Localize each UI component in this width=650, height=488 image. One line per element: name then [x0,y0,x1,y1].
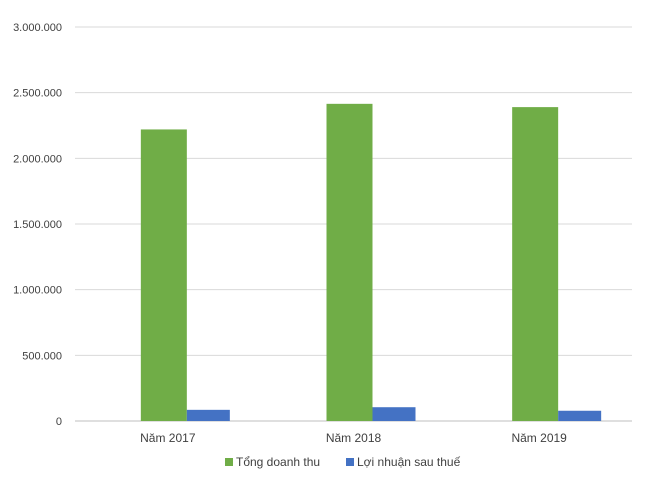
y-axis-ticks: 3.000.000 2.500.000 2.000.000 1.500.000 1.00… [13,22,62,428]
y-tick-label: 0 [56,416,62,428]
x-axis-labels: Năm 2017 Năm 2018 Năm 2019 [140,431,567,445]
y-tick-label: 3.000.000 [13,22,62,34]
legend-label: Lợi nhuận sau thuế [357,455,461,469]
legend-label: Tổng doanh thu [236,455,320,469]
y-tick-label: 1.500.000 [13,219,62,231]
bar-total-revenue [140,129,187,421]
bar-total-revenue [326,103,373,421]
legend-swatch [225,458,233,466]
bar-net-profit [186,409,230,421]
x-tick-label: Năm 2017 [140,431,196,445]
legend-swatch [346,458,354,466]
bars [140,103,602,421]
y-tick-label: 2.000.000 [13,153,62,165]
y-tick-label: 500.000 [22,350,62,362]
x-tick-label: Năm 2019 [511,431,567,445]
bar-total-revenue [512,107,559,421]
x-tick-label: Năm 2018 [326,431,382,445]
legend: Tổng doanh thu Lợi nhuận sau thuế [225,455,461,469]
y-tick-label: 1.000.000 [13,285,62,297]
bar-net-profit [372,407,416,421]
bar-net-profit [558,410,602,421]
y-tick-label: 2.500.000 [13,88,62,100]
